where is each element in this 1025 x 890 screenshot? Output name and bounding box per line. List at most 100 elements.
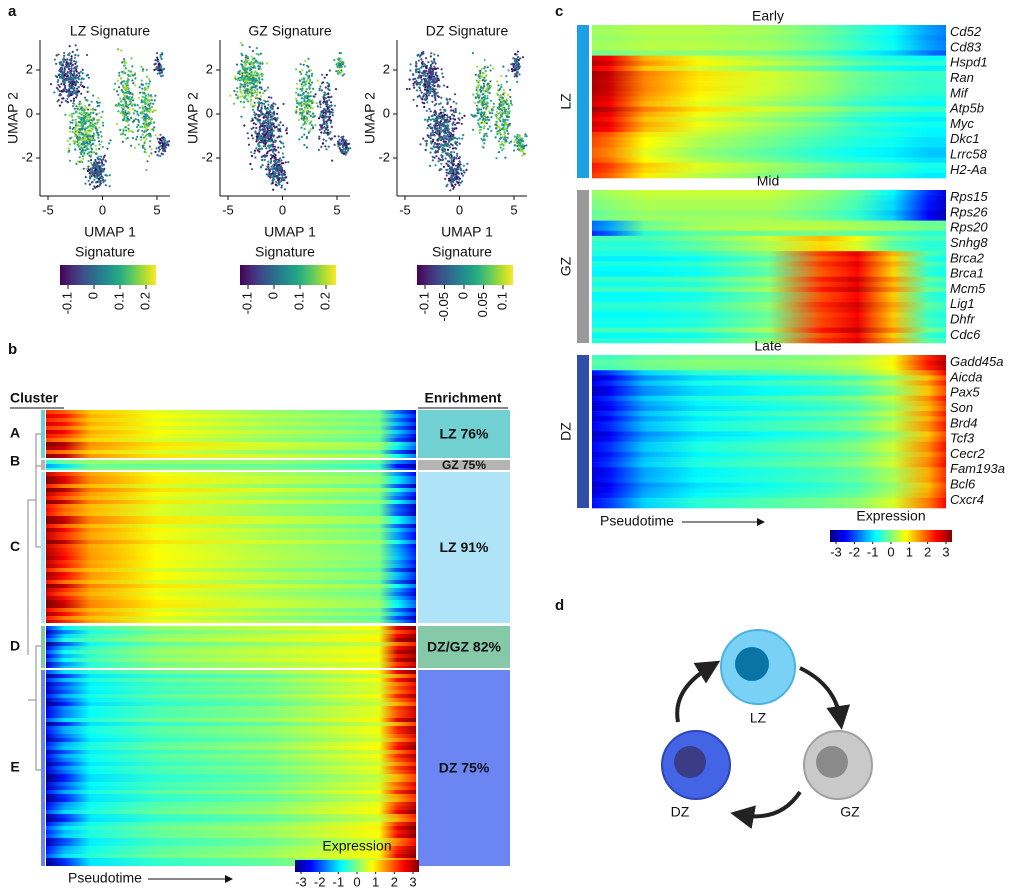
- point: [139, 125, 142, 129]
- point: [144, 86, 147, 89]
- point: [137, 128, 140, 131]
- point: [149, 120, 152, 123]
- point: [277, 178, 281, 181]
- point: [60, 75, 64, 78]
- point: [89, 154, 93, 157]
- point: [325, 148, 328, 151]
- point: [68, 62, 71, 66]
- point: [331, 114, 334, 117]
- point: [251, 50, 254, 53]
- point: [97, 140, 101, 143]
- point: [269, 161, 272, 164]
- point: [63, 74, 66, 77]
- point: [130, 129, 133, 132]
- point: [280, 173, 283, 177]
- point: [90, 143, 93, 146]
- point: [252, 83, 255, 86]
- point: [80, 77, 84, 80]
- point: [80, 109, 84, 112]
- point: [258, 129, 261, 133]
- point: [158, 142, 162, 145]
- point: [311, 81, 314, 84]
- point: [95, 148, 98, 151]
- point: [145, 113, 148, 116]
- point: [166, 141, 169, 144]
- point: [77, 54, 80, 57]
- point: [309, 83, 312, 86]
- point: [71, 87, 74, 90]
- point: [72, 105, 75, 108]
- point: [325, 139, 328, 142]
- point: [295, 105, 298, 108]
- point: [247, 100, 250, 103]
- point: [245, 75, 248, 78]
- point: [80, 146, 83, 149]
- point: [255, 126, 258, 130]
- point: [239, 88, 242, 91]
- point: [90, 159, 93, 162]
- point: [92, 142, 95, 146]
- point: [68, 52, 71, 55]
- point: [77, 121, 81, 124]
- point: [76, 135, 79, 138]
- point: [109, 139, 112, 142]
- point: [258, 120, 261, 123]
- point: [301, 69, 304, 72]
- point: [129, 117, 133, 120]
- point: [323, 98, 326, 101]
- point: [67, 147, 70, 150]
- point: [325, 124, 328, 127]
- point: [328, 69, 331, 72]
- point: [256, 149, 259, 152]
- point: [251, 137, 254, 140]
- point: [268, 146, 271, 149]
- point: [86, 108, 90, 111]
- point: [143, 141, 146, 145]
- point: [145, 82, 148, 85]
- point: [75, 60, 78, 64]
- point: [244, 63, 247, 66]
- point: [305, 137, 308, 140]
- point: [279, 157, 282, 160]
- point: [70, 59, 73, 62]
- point: [268, 130, 271, 133]
- point: [76, 87, 79, 90]
- point: [240, 52, 243, 55]
- point: [92, 125, 95, 128]
- point: [308, 130, 311, 133]
- point: [270, 96, 273, 99]
- point: [131, 130, 134, 134]
- point: [259, 137, 263, 141]
- point: [87, 179, 90, 182]
- point: [147, 116, 150, 119]
- point: [265, 139, 268, 142]
- point: [234, 78, 237, 81]
- point: [87, 159, 90, 163]
- point: [78, 156, 81, 159]
- point: [326, 107, 329, 110]
- point: [236, 87, 239, 90]
- point: [158, 69, 161, 72]
- point: [306, 97, 309, 100]
- point: [249, 88, 252, 91]
- point: [306, 106, 310, 109]
- point: [316, 79, 319, 82]
- point: [137, 123, 140, 127]
- point: [318, 101, 321, 104]
- point: [104, 184, 107, 187]
- point: [70, 74, 73, 77]
- point: [273, 160, 276, 163]
- point: [141, 104, 144, 107]
- point: [145, 151, 148, 154]
- point: [239, 86, 242, 89]
- point: [127, 73, 130, 76]
- point: [92, 94, 95, 97]
- point: [303, 99, 306, 103]
- point: [271, 143, 275, 146]
- point: [131, 65, 134, 68]
- point: [256, 81, 259, 84]
- point: [295, 91, 298, 94]
- point: [510, 67, 513, 71]
- point: [269, 176, 272, 179]
- point: [161, 74, 164, 77]
